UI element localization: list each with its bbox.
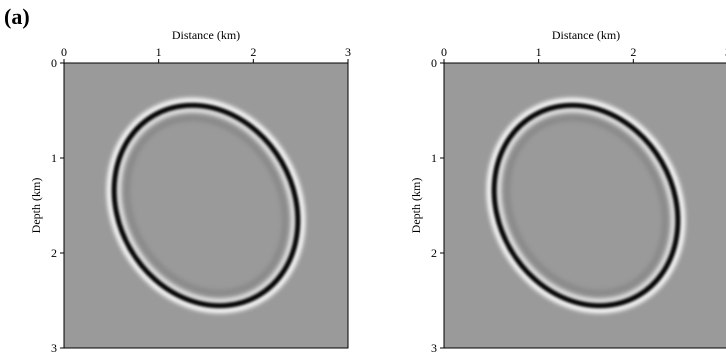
y-tick-label: 0 <box>431 56 437 70</box>
x-tick-label: 3 <box>345 45 351 59</box>
y-tick-label: 3 <box>51 341 57 352</box>
y-tick-label: 3 <box>431 341 437 352</box>
x-tick-label: 1 <box>536 45 542 59</box>
y-tick-label: 1 <box>431 151 437 165</box>
y-tick-label: 1 <box>51 151 57 165</box>
x-axis-label: Distance (km) <box>172 28 240 42</box>
wavefront-ring <box>491 103 681 308</box>
wavefront-inner-halo <box>497 108 675 303</box>
wavefront-inner-ripple <box>124 115 288 296</box>
wavefront-inner-ripple <box>504 115 668 296</box>
x-tick-label: 0 <box>441 45 447 59</box>
y-axis-label: Depth (km) <box>409 178 423 234</box>
x-tick-label: 0 <box>61 45 67 59</box>
wavefront-inner-halo <box>117 108 295 303</box>
x-tick-label: 2 <box>250 45 256 59</box>
wavefront <box>106 97 306 314</box>
panel-1: 0 1 2 3 Distance (km) 0 1 2 3 Depth (km) <box>29 28 351 352</box>
x-tick-label: 2 <box>630 45 636 59</box>
y-axis-label: Depth (km) <box>29 178 43 234</box>
y-tick-label: 0 <box>51 56 57 70</box>
x-axis-label: Distance (km) <box>552 28 620 42</box>
panel-label: (a) <box>4 4 30 29</box>
plot-frame <box>443 62 726 349</box>
wavefront-outer-halo <box>106 97 306 314</box>
y-tick-label: 2 <box>51 246 57 260</box>
wavefront-outer-halo <box>486 97 686 314</box>
wavefront <box>486 97 686 314</box>
x-tick-label: 1 <box>156 45 162 59</box>
wavefront-ring <box>111 103 301 308</box>
plot-frame <box>63 62 349 349</box>
y-tick-label: 2 <box>431 246 437 260</box>
